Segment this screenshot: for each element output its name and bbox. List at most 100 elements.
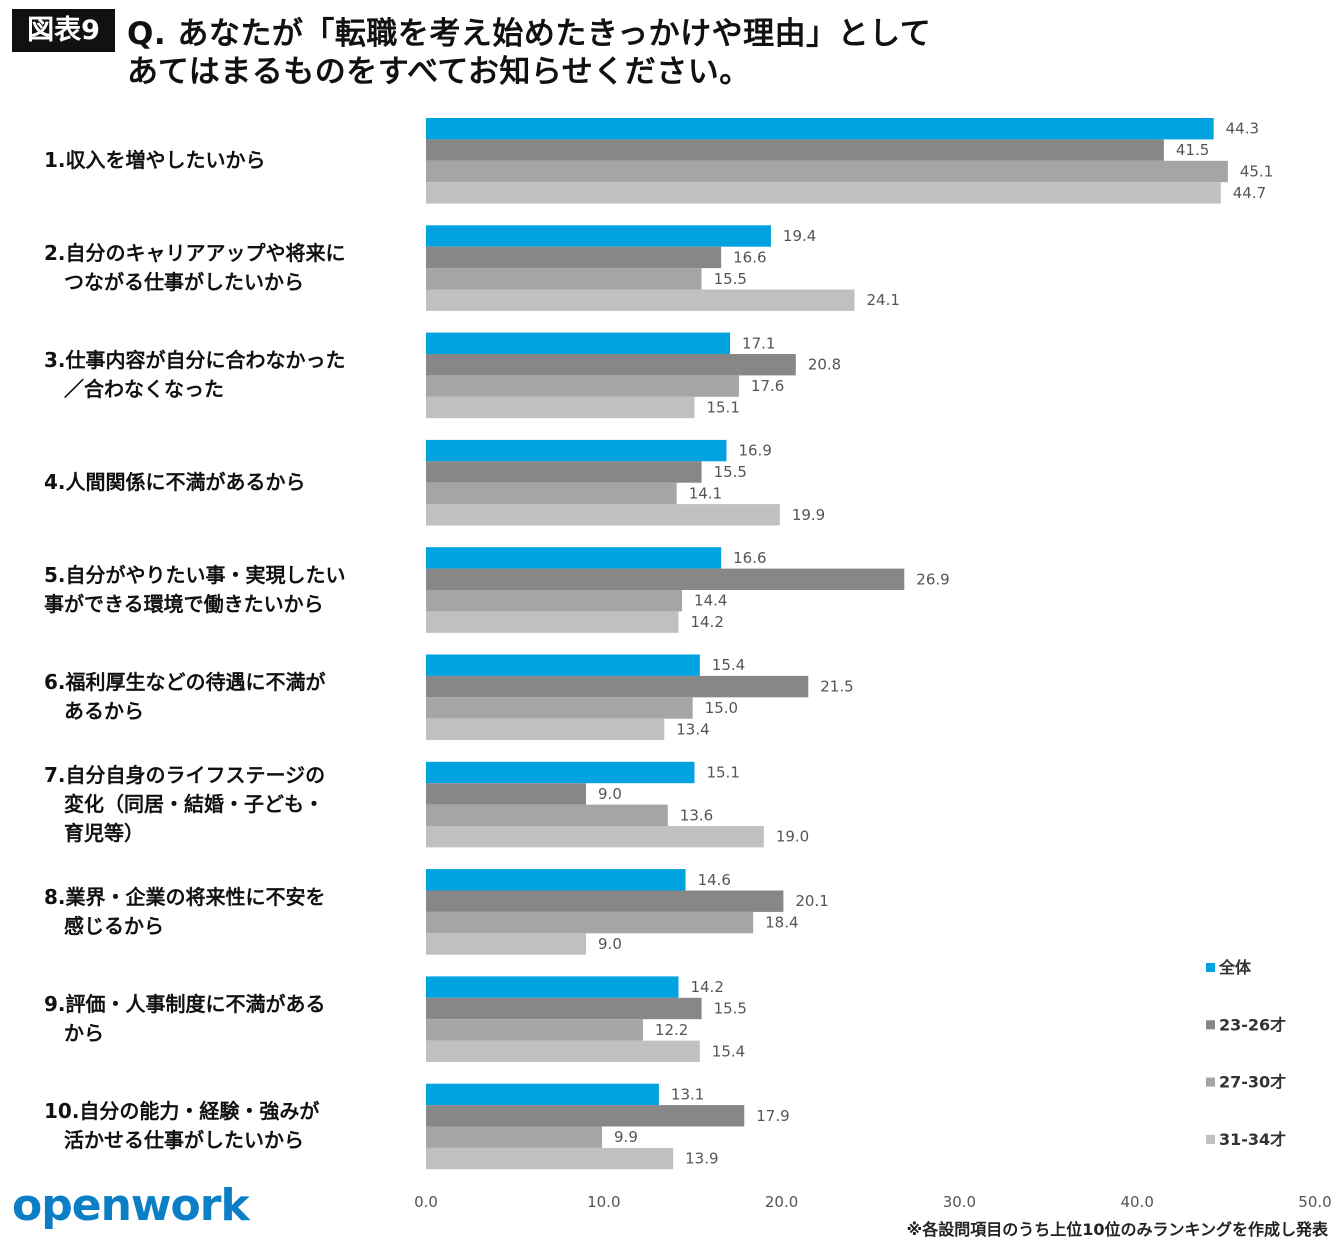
data-label: 15.4: [712, 1042, 745, 1060]
bar: [426, 675, 809, 698]
category-label: 5.自分がやりたい事・実現したい 事ができる環境で働きたいから: [44, 562, 346, 616]
bar: [426, 118, 1214, 140]
data-label: 19.9: [792, 506, 825, 524]
x-tick-label: 30.0: [943, 1193, 976, 1211]
data-label: 13.6: [680, 806, 713, 824]
bar: [426, 1019, 643, 1041]
bar: [426, 718, 665, 741]
category-label: 9.評価・人事制度に不満がある から: [44, 992, 326, 1046]
legend-swatch: [1206, 1077, 1215, 1087]
bar: [426, 869, 686, 891]
category-label: 7.自分自身のライフステージの 変化（同居・結婚・子ども・ 育児等）: [44, 762, 326, 845]
bar: [426, 654, 700, 676]
x-tick-label: 0.0: [414, 1193, 438, 1211]
legend-swatch: [1206, 1020, 1215, 1030]
bar: [426, 375, 739, 397]
data-label: 15.5: [714, 463, 747, 481]
x-tick-label: 20.0: [765, 1193, 798, 1211]
bar: [426, 1105, 745, 1127]
data-label: 14.1: [689, 484, 722, 502]
data-label: 15.4: [712, 656, 745, 674]
bar: [426, 268, 702, 290]
data-label: 16.9: [738, 442, 771, 460]
data-label: 15.1: [706, 399, 739, 417]
category-label: 10.自分の能力・経験・強みが 活かせる仕事がしたいから: [44, 1099, 320, 1153]
data-label: 14.2: [690, 613, 723, 631]
bar: [426, 804, 668, 826]
data-label: 14.6: [698, 871, 731, 889]
legend-label: 27-30才: [1219, 1073, 1286, 1092]
data-label: 9.0: [598, 935, 622, 953]
data-label: 41.5: [1176, 141, 1209, 159]
x-tick-label: 40.0: [1120, 1193, 1153, 1211]
data-label: 44.3: [1226, 120, 1259, 138]
bar: [426, 890, 784, 912]
bar: [426, 139, 1164, 161]
category-label: 8.業界・企業の将来性に不安を 感じるから: [44, 884, 326, 938]
category-label: 3.仕事内容が自分に合わなかった ／合わなくなった: [44, 348, 346, 402]
data-label: 17.1: [742, 334, 775, 352]
bar: [426, 461, 702, 483]
legend-label: 31-34才: [1219, 1130, 1286, 1149]
bar: [426, 590, 683, 612]
bar: [426, 697, 693, 719]
category-label: 4.人間関係に不満があるから: [44, 470, 306, 495]
bar: [426, 1126, 603, 1148]
data-label: 13.4: [676, 720, 709, 738]
data-label: 15.0: [705, 699, 738, 717]
bar: [426, 225, 771, 247]
data-label: 9.0: [598, 785, 622, 803]
bar: [426, 504, 780, 526]
legend-swatch: [1206, 963, 1215, 972]
data-label: 20.8: [808, 356, 841, 374]
data-label: 21.5: [820, 678, 853, 696]
bar: [426, 332, 731, 354]
bar: [426, 289, 855, 311]
x-tick-label: 50.0: [1298, 1193, 1331, 1211]
bar: [426, 1083, 659, 1106]
data-label: 18.4: [765, 914, 798, 932]
data-label: 20.1: [795, 892, 828, 910]
data-label: 19.0: [776, 828, 809, 846]
bar: [426, 182, 1221, 204]
footnote: ※各設問項目のうち上位10位のみランキングを作成し発表: [906, 1220, 1328, 1239]
bar: [426, 160, 1228, 183]
bar: [426, 761, 695, 784]
data-label: 17.9: [756, 1107, 789, 1125]
bar: [426, 783, 587, 805]
data-label: 9.9: [614, 1128, 638, 1146]
category-label: 2.自分のキャリアアップや将来に つながる仕事がしたいから: [44, 240, 346, 294]
bar: [426, 611, 679, 633]
bar: [426, 568, 905, 590]
data-label: 24.1: [866, 291, 899, 309]
chart-title-line2: あてはまるものをすべてお知らせください。: [127, 54, 751, 90]
data-label: 13.1: [671, 1085, 704, 1103]
legend-label: 23-26才: [1219, 1015, 1286, 1034]
data-label: 14.4: [694, 592, 727, 610]
data-label: 17.6: [751, 377, 784, 395]
data-label: 44.7: [1233, 184, 1266, 202]
bar: [426, 976, 679, 998]
bar: [426, 354, 796, 376]
bar: [426, 933, 587, 955]
bar: [426, 439, 727, 462]
bar: [426, 482, 677, 505]
data-label: 14.2: [690, 978, 723, 996]
data-label: 15.1: [706, 764, 739, 782]
bar: [426, 997, 702, 1020]
x-tick-label: 10.0: [587, 1193, 620, 1211]
category-label: 1.収入を増やしたいから: [44, 148, 266, 173]
data-label: 26.9: [916, 570, 949, 588]
category-label: 6.福利厚生などの待遇に不満が あるから: [44, 670, 326, 724]
data-label: 16.6: [733, 549, 766, 567]
bar: [426, 826, 764, 848]
legend-swatch: [1206, 1134, 1215, 1144]
data-label: 12.2: [655, 1021, 688, 1039]
bar: [426, 547, 722, 569]
data-label: 15.5: [714, 1000, 747, 1018]
data-label: 16.6: [733, 248, 766, 266]
data-label: 15.5: [714, 270, 747, 288]
bar: [426, 1147, 674, 1170]
bar: [426, 1040, 700, 1062]
